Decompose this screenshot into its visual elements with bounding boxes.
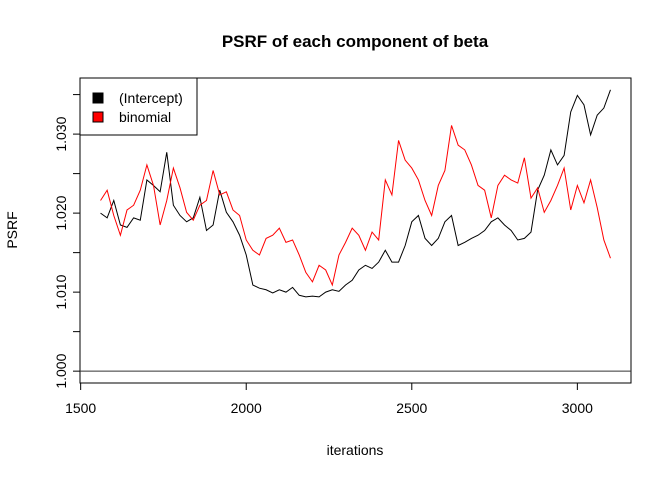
x-tick-label: 2500 <box>396 400 427 416</box>
x-tick-label: 1500 <box>65 400 96 416</box>
x-tick-label: 3000 <box>562 400 593 416</box>
y-tick-label: 1.000 <box>53 353 69 388</box>
legend-swatch <box>92 92 104 104</box>
y-tick-label: 1.030 <box>53 116 69 151</box>
y-tick-label: 1.010 <box>53 274 69 309</box>
legend-box <box>79 77 198 136</box>
series-line <box>100 89 611 298</box>
x-axis-label: iterations <box>327 442 384 458</box>
y-tick-label: 1.020 <box>53 195 69 230</box>
y-axis-label: PSRF <box>4 211 20 248</box>
series-line <box>100 125 611 287</box>
x-tick-label: 2000 <box>231 400 262 416</box>
chart-title: PSRF of each component of beta <box>222 32 489 51</box>
legend-label: binomial <box>119 109 171 125</box>
legend-label: (Intercept) <box>119 90 183 106</box>
plot-frame <box>79 77 632 384</box>
legend-swatch <box>92 111 104 123</box>
